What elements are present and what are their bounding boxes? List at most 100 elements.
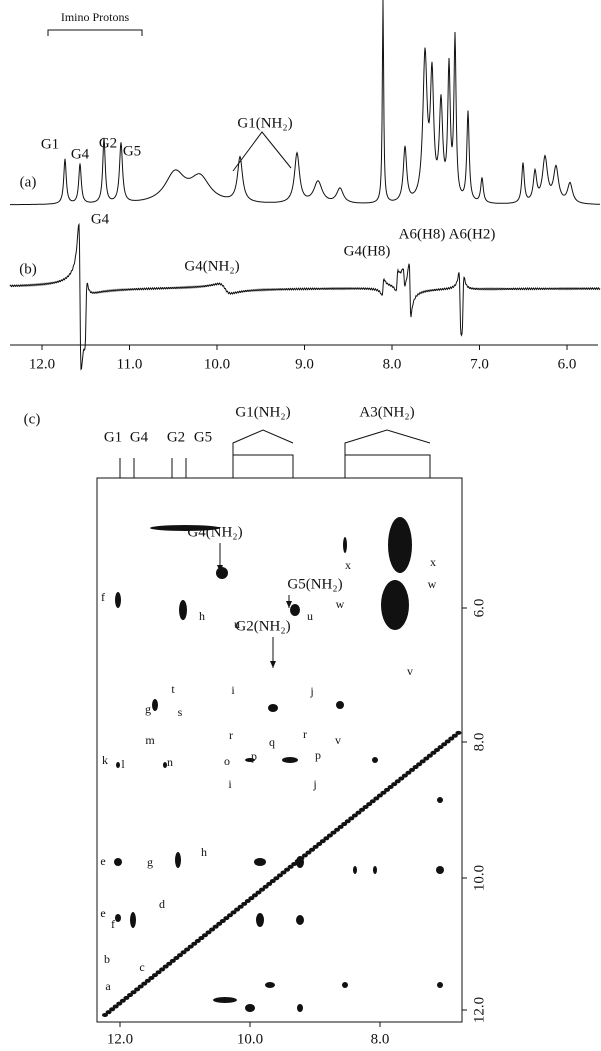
contour — [273, 876, 280, 881]
contour — [287, 864, 294, 869]
contour — [179, 600, 187, 620]
contour — [426, 753, 433, 758]
contour — [297, 1004, 303, 1012]
contour — [212, 924, 219, 929]
assignment-label: A3(NH₂) — [359, 404, 414, 420]
contour — [245, 1004, 255, 1012]
tick-label: 10.0 — [204, 356, 230, 372]
contour — [102, 1013, 108, 1017]
spectrum-b — [9, 222, 601, 371]
contour — [176, 953, 183, 958]
tick-label: 12.0 — [471, 997, 487, 1023]
contour — [384, 787, 391, 792]
contour — [137, 984, 144, 989]
contour — [373, 866, 377, 874]
contour — [205, 930, 212, 935]
contour — [194, 938, 201, 943]
contour — [312, 844, 319, 849]
contour — [291, 861, 298, 866]
contour — [342, 982, 348, 988]
contour — [126, 993, 133, 998]
contour — [351, 813, 358, 818]
contour — [316, 842, 323, 846]
contour — [144, 978, 151, 983]
contour — [216, 921, 223, 926]
contour — [398, 776, 405, 781]
contour — [116, 762, 120, 768]
assignment-label: G4 — [130, 429, 149, 445]
contour — [166, 961, 173, 966]
contour — [348, 816, 355, 821]
contour — [409, 767, 416, 772]
tick-label: 6.0 — [471, 599, 487, 618]
cross-peak-label: j — [312, 777, 316, 791]
contour — [269, 879, 276, 884]
cross-peak-label: i — [228, 777, 232, 791]
cross-peak-label: j — [309, 684, 313, 698]
assignment-label: G1(NH₂) — [235, 404, 290, 420]
assignment-label: G2 — [167, 429, 185, 445]
contour — [437, 745, 444, 750]
contour — [437, 797, 443, 803]
assignment-label: G1 — [104, 429, 122, 445]
contour — [251, 893, 258, 898]
contour — [423, 756, 430, 761]
cross-peak-label: h — [201, 845, 207, 859]
cross-peak-label: e — [100, 854, 105, 868]
contour — [223, 916, 230, 921]
contour — [112, 1004, 119, 1009]
contour — [373, 796, 380, 801]
contour — [336, 701, 344, 709]
cross-peak-label: t — [171, 682, 175, 696]
panel-label: (c) — [24, 411, 41, 427]
contour — [366, 802, 373, 807]
contour — [116, 1001, 123, 1006]
contour — [175, 852, 181, 868]
tick-label: 9.0 — [295, 356, 314, 372]
assignment-label: G5 — [194, 429, 212, 445]
contour — [441, 742, 448, 747]
contour — [419, 759, 426, 764]
contour — [159, 967, 166, 972]
contour — [412, 765, 419, 770]
contour — [115, 592, 121, 608]
tick-label: 7.0 — [470, 356, 489, 372]
contour — [296, 856, 304, 868]
tick-label: 11.0 — [117, 356, 143, 372]
contour — [388, 517, 412, 573]
cross-peak-label: d — [159, 897, 165, 911]
contour — [268, 704, 278, 712]
cross-peak-label: u — [234, 617, 240, 631]
arrow-label: G5(NH₂) — [287, 576, 342, 592]
contour — [173, 956, 180, 960]
contour — [151, 973, 158, 978]
contour — [119, 998, 126, 1003]
contour — [326, 833, 333, 838]
cross-peak-label: a — [105, 979, 111, 993]
contour — [187, 944, 194, 949]
contour — [155, 970, 162, 975]
contour — [430, 750, 437, 755]
tick-label: 8.0 — [383, 356, 402, 372]
contour — [416, 762, 423, 767]
contour — [405, 770, 412, 775]
contour — [262, 884, 269, 889]
cross-peak-label: c — [139, 960, 144, 974]
peak-label: G5 — [123, 143, 141, 159]
contour — [134, 987, 141, 992]
contour — [114, 858, 122, 866]
connector — [232, 131, 292, 172]
contour — [448, 736, 455, 741]
cross-peak-label: s — [178, 705, 183, 719]
contour — [362, 804, 369, 809]
contour — [265, 982, 275, 988]
peak-label: G4 — [91, 211, 110, 227]
contour — [341, 822, 348, 827]
contour — [219, 918, 226, 923]
contour — [162, 964, 169, 969]
contour — [115, 914, 121, 922]
cross-peak-label: w — [428, 577, 437, 591]
contour — [301, 853, 308, 858]
cross-peak-label: g — [147, 855, 153, 869]
cross-peak-label: p — [251, 749, 257, 763]
